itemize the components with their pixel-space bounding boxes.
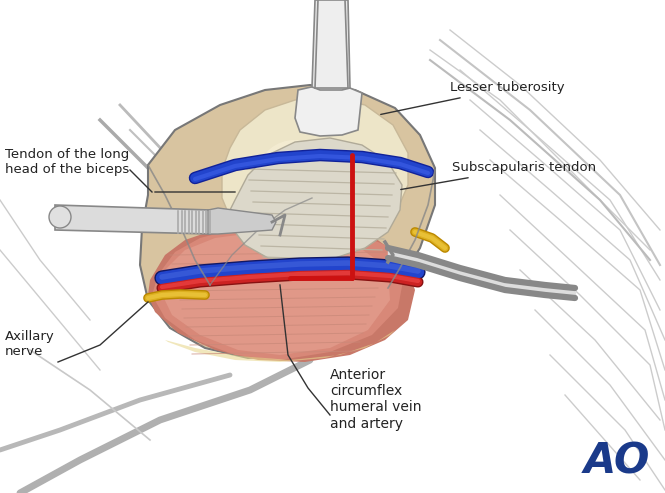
- Polygon shape: [140, 85, 435, 358]
- Polygon shape: [55, 205, 218, 234]
- Polygon shape: [165, 330, 395, 362]
- Text: Subscapularis tendon: Subscapularis tendon: [401, 162, 596, 189]
- Polygon shape: [222, 97, 408, 258]
- Polygon shape: [312, 0, 350, 90]
- Ellipse shape: [49, 206, 71, 228]
- Text: Axillary
nerve: Axillary nerve: [5, 330, 55, 358]
- Ellipse shape: [260, 140, 330, 200]
- Text: AO: AO: [584, 441, 650, 483]
- Polygon shape: [160, 232, 390, 355]
- Polygon shape: [315, 0, 348, 88]
- Polygon shape: [295, 85, 362, 136]
- Polygon shape: [208, 208, 276, 234]
- Text: Anterior
circumflex
humeral vein
and artery: Anterior circumflex humeral vein and art…: [330, 368, 422, 430]
- Text: Lesser tuberosity: Lesser tuberosity: [381, 81, 565, 114]
- Text: Tendon of the long
head of the biceps: Tendon of the long head of the biceps: [5, 148, 129, 176]
- Polygon shape: [148, 222, 415, 362]
- Polygon shape: [152, 223, 405, 360]
- Polygon shape: [230, 138, 402, 262]
